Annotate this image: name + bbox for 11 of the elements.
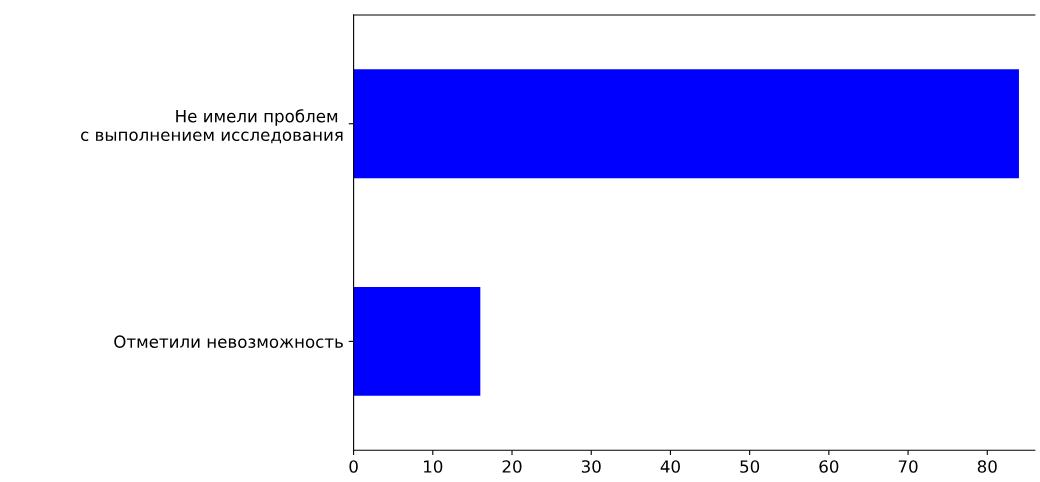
x-tick-label: 0: [349, 460, 358, 473]
x-tick-label: 20: [502, 460, 522, 473]
x-tick-label: 40: [660, 460, 680, 473]
y-tick-label: Не имели проблем с выполнением исследования: [81, 109, 343, 144]
x-tick-label: 10: [424, 460, 443, 473]
x-tick-label: 30: [581, 460, 601, 473]
x-tick-label: 60: [819, 460, 839, 473]
y-tick-label: Отметили невозможность: [114, 335, 343, 348]
x-tick-label: 70: [898, 460, 918, 473]
x-tick-label: 80: [977, 460, 997, 473]
x-tick-label: 50: [740, 460, 760, 473]
